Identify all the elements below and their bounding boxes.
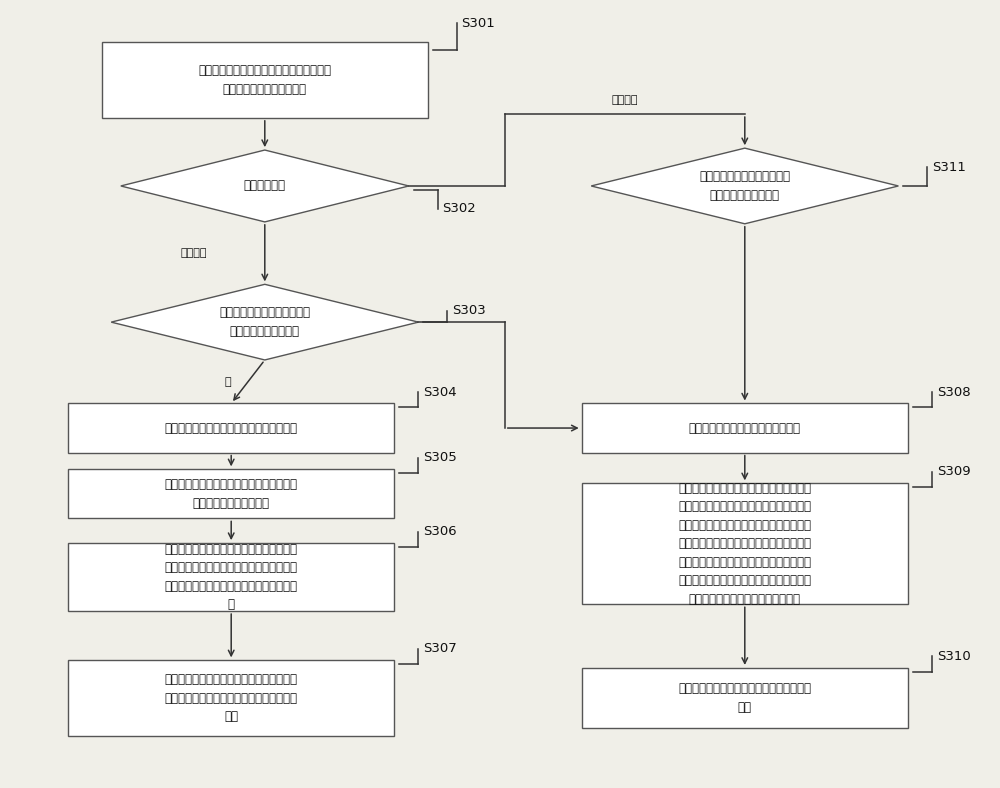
Bar (68, 403, 394, 452)
Text: 是: 是 (225, 377, 231, 387)
Text: 所述节点控制器向所述目标节点发送第一侦
听消息，所述第一侦听消息用于指示所述目
标节点将所述缓存数据返回给所述节点控制
器: 所述节点控制器向所述目标节点发送第一侦 听消息，所述第一侦听消息用于指示所述目 … (165, 543, 298, 611)
Text: 查询第一目录中是否存在所述
访问地址的第一目录项: 查询第一目录中是否存在所述 访问地址的第一目录项 (699, 170, 790, 202)
Text: S304: S304 (423, 385, 457, 399)
Polygon shape (121, 150, 409, 222)
Text: S303: S303 (452, 304, 486, 318)
Bar (102, 43, 428, 118)
Text: 查询第一目录中是否存在所述
访问地址的第一目录项: 查询第一目录中是否存在所述 访问地址的第一目录项 (219, 307, 310, 338)
Text: 查询所述访问地址对应的目标处理器: 查询所述访问地址对应的目标处理器 (689, 422, 801, 434)
Text: 所述节点控制器所述缓存数据返回至所述源
节点: 所述节点控制器所述缓存数据返回至所述源 节点 (678, 682, 811, 714)
Bar (68, 660, 394, 736)
Text: S307: S307 (423, 642, 457, 656)
Bar (582, 668, 908, 728)
Text: S301: S301 (462, 17, 495, 30)
Text: 根据所述第一目录项中的存储位置确定所述
缓存数据所在的目标节点: 根据所述第一目录项中的存储位置确定所述 缓存数据所在的目标节点 (165, 478, 298, 510)
Text: 节点控制器接收源节点发送的携带访问地址
和访问类型的数据访问请求: 节点控制器接收源节点发送的携带访问地址 和访问类型的数据访问请求 (198, 65, 331, 96)
Text: S310: S310 (937, 650, 971, 663)
Text: 共享请求: 共享请求 (181, 248, 207, 258)
Text: S305: S305 (423, 452, 457, 464)
Text: 独占请求: 独占请求 (612, 95, 638, 105)
Text: 确定所述访问地址对应的缓存数据为独占态: 确定所述访问地址对应的缓存数据为独占态 (165, 422, 298, 434)
Bar (582, 403, 908, 452)
Text: S302: S302 (442, 203, 476, 215)
Text: 所述节点控制器向所述目标处理器发送所述
共享请求，所述共享请求用于指示所述目标
处理器在第二目录中查询所述访问地址的第
二目录项，若根据所述第二目录项确定所述
: 所述节点控制器向所述目标处理器发送所述 共享请求，所述共享请求用于指示所述目标 … (678, 481, 811, 606)
Bar (68, 470, 394, 519)
Polygon shape (111, 284, 418, 360)
Text: S308: S308 (937, 385, 970, 399)
Bar (582, 483, 908, 604)
Text: 识别访问类型: 识别访问类型 (244, 180, 286, 192)
Polygon shape (591, 148, 898, 224)
Bar (68, 543, 394, 611)
Text: S311: S311 (932, 161, 966, 173)
Text: S309: S309 (937, 466, 970, 478)
Text: S306: S306 (423, 525, 457, 538)
Text: 所述节点控制器将所述缓存数据返回至所述
源节点，并删除所述第一目录中所述第一目
录项: 所述节点控制器将所述缓存数据返回至所述 源节点，并删除所述第一目录中所述第一目 … (165, 673, 298, 723)
